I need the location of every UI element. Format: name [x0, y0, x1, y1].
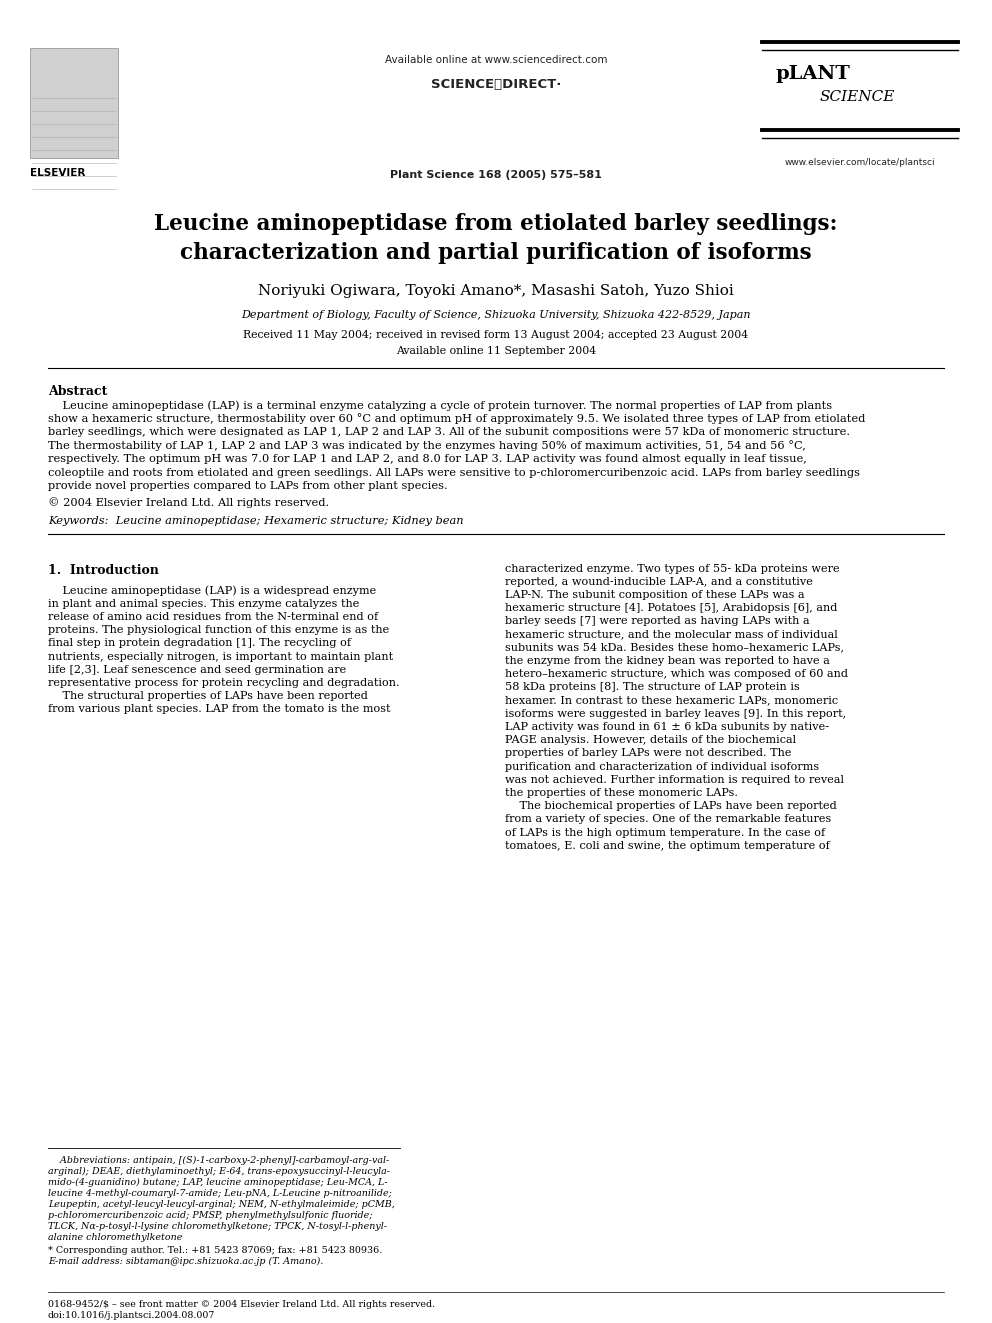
Text: barley seedlings, which were designated as LAP 1, LAP 2 and LAP 3. All of the su: barley seedlings, which were designated …: [48, 427, 850, 437]
Text: isoforms were suggested in barley leaves [9]. In this report,: isoforms were suggested in barley leaves…: [505, 709, 846, 718]
Text: © 2004 Elsevier Ireland Ltd. All rights reserved.: © 2004 Elsevier Ireland Ltd. All rights …: [48, 497, 329, 508]
Text: PAGE analysis. However, details of the biochemical: PAGE analysis. However, details of the b…: [505, 736, 797, 745]
Text: E-mail address: sibtaman@ipc.shizuoka.ac.jp (T. Amano).: E-mail address: sibtaman@ipc.shizuoka.ac…: [48, 1257, 323, 1266]
Text: SCIENCE: SCIENCE: [820, 90, 896, 105]
Text: The biochemical properties of LAPs have been reported: The biochemical properties of LAPs have …: [505, 802, 836, 811]
Text: pLANT: pLANT: [775, 65, 850, 83]
Text: 1.  Introduction: 1. Introduction: [48, 564, 159, 577]
Text: representative process for protein recycling and degradation.: representative process for protein recyc…: [48, 677, 400, 688]
Text: LAP-N. The subunit composition of these LAPs was a: LAP-N. The subunit composition of these …: [505, 590, 805, 599]
Text: release of amino acid residues from the N-terminal end of: release of amino acid residues from the …: [48, 613, 378, 622]
Text: Available online at www.sciencedirect.com: Available online at www.sciencedirect.co…: [385, 56, 607, 65]
Text: barley seeds [7] were reported as having LAPs with a: barley seeds [7] were reported as having…: [505, 617, 809, 626]
Text: 58 kDa proteins [8]. The structure of LAP protein is: 58 kDa proteins [8]. The structure of LA…: [505, 683, 800, 692]
Text: Plant Science 168 (2005) 575–581: Plant Science 168 (2005) 575–581: [390, 169, 602, 180]
Text: life [2,3]. Leaf senescence and seed germination are: life [2,3]. Leaf senescence and seed ger…: [48, 664, 346, 675]
Text: The thermostability of LAP 1, LAP 2 and LAP 3 was indicated by the enzymes havin: The thermostability of LAP 1, LAP 2 and …: [48, 441, 806, 451]
Text: the enzyme from the kidney bean was reported to have a: the enzyme from the kidney bean was repo…: [505, 656, 830, 665]
Text: tomatoes, E. coli and swine, the optimum temperature of: tomatoes, E. coli and swine, the optimum…: [505, 840, 829, 851]
Text: hexameric structure, and the molecular mass of individual: hexameric structure, and the molecular m…: [505, 630, 838, 639]
Text: hetero–hexameric structure, which was composed of 60 and: hetero–hexameric structure, which was co…: [505, 669, 848, 679]
Text: hexamer. In contrast to these hexameric LAPs, monomeric: hexamer. In contrast to these hexameric …: [505, 696, 838, 705]
Text: doi:10.1016/j.plantsci.2004.08.007: doi:10.1016/j.plantsci.2004.08.007: [48, 1311, 215, 1320]
Text: respectively. The optimum pH was 7.0 for LAP 1 and LAP 2, and 8.0 for LAP 3. LAP: respectively. The optimum pH was 7.0 for…: [48, 454, 806, 464]
Text: proteins. The physiological function of this enzyme is as the: proteins. The physiological function of …: [48, 624, 389, 635]
Text: ELSEVIER: ELSEVIER: [30, 168, 85, 179]
Text: SCIENCEⓓDIRECT·: SCIENCEⓓDIRECT·: [431, 78, 561, 91]
Text: provide novel properties compared to LAPs from other plant species.: provide novel properties compared to LAP…: [48, 482, 447, 491]
Text: mido-(4-guanidino) butane; LAP, leucine aminopeptidase; Leu-MCA, L-: mido-(4-guanidino) butane; LAP, leucine …: [48, 1177, 388, 1187]
Text: from a variety of species. One of the remarkable features: from a variety of species. One of the re…: [505, 814, 831, 824]
Text: arginal); DEAE, diethylaminoethyl; E-64, trans-epoxysuccinyl-l-leucyla-: arginal); DEAE, diethylaminoethyl; E-64,…: [48, 1167, 390, 1176]
Text: alanine chloromethylketone: alanine chloromethylketone: [48, 1233, 183, 1242]
Text: Leupeptin, acetyl-leucyl-leucyl-arginal; NEM, N-ethylmaleimide; pCMB,: Leupeptin, acetyl-leucyl-leucyl-arginal;…: [48, 1200, 395, 1209]
Text: Noriyuki Ogiwara, Toyoki Amano*, Masashi Satoh, Yuzo Shioi: Noriyuki Ogiwara, Toyoki Amano*, Masashi…: [258, 284, 734, 298]
Text: leucine 4-methyl-coumaryl-7-amide; Leu-pNA, L-Leucine p-nitroanilide;: leucine 4-methyl-coumaryl-7-amide; Leu-p…: [48, 1189, 392, 1199]
Text: subunits was 54 kDa. Besides these homo–hexameric LAPs,: subunits was 54 kDa. Besides these homo–…: [505, 643, 844, 652]
Text: final step in protein degradation [1]. The recycling of: final step in protein degradation [1]. T…: [48, 638, 351, 648]
Text: properties of barley LAPs were not described. The: properties of barley LAPs were not descr…: [505, 749, 792, 758]
Text: * Corresponding author. Tel.: +81 5423 87069; fax: +81 5423 80936.: * Corresponding author. Tel.: +81 5423 8…: [48, 1246, 382, 1256]
Text: p-chloromercuribenzoic acid; PMSP, phenylmethylsulfonic fluoride;: p-chloromercuribenzoic acid; PMSP, pheny…: [48, 1211, 373, 1220]
Text: Abstract: Abstract: [48, 385, 107, 398]
Text: hexameric structure [4]. Potatoes [5], Arabidopsis [6], and: hexameric structure [4]. Potatoes [5], A…: [505, 603, 837, 613]
Text: Keywords:  Leucine aminopeptidase; Hexameric structure; Kidney bean: Keywords: Leucine aminopeptidase; Hexame…: [48, 516, 463, 525]
Text: Available online 11 September 2004: Available online 11 September 2004: [396, 347, 596, 356]
Bar: [30, 48, 118, 157]
Text: Abbreviations: antipain, [(S)-1-carboxy-2-phenyl]-carbamoyl-arg-val-: Abbreviations: antipain, [(S)-1-carboxy-…: [48, 1156, 389, 1166]
Text: Leucine aminopeptidase from etiolated barley seedlings:: Leucine aminopeptidase from etiolated ba…: [154, 213, 838, 235]
Text: LAP activity was found in 61 ± 6 kDa subunits by native-: LAP activity was found in 61 ± 6 kDa sub…: [505, 722, 829, 732]
Text: characterized enzyme. Two types of 55- kDa proteins were: characterized enzyme. Two types of 55- k…: [505, 564, 839, 573]
Text: the properties of these monomeric LAPs.: the properties of these monomeric LAPs.: [505, 789, 738, 798]
Text: of LAPs is the high optimum temperature. In the case of: of LAPs is the high optimum temperature.…: [505, 827, 825, 837]
Text: from various plant species. LAP from the tomato is the most: from various plant species. LAP from the…: [48, 704, 391, 714]
Text: Received 11 May 2004; received in revised form 13 August 2004; accepted 23 Augus: Received 11 May 2004; received in revise…: [243, 329, 749, 340]
Text: nutrients, especially nitrogen, is important to maintain plant: nutrients, especially nitrogen, is impor…: [48, 651, 393, 662]
Text: TLCK, Nα-p-tosyl-l-lysine chloromethylketone; TPCK, N-tosyl-l-phenyl-: TLCK, Nα-p-tosyl-l-lysine chloromethylke…: [48, 1222, 387, 1230]
Text: reported, a wound-inducible LAP-A, and a constitutive: reported, a wound-inducible LAP-A, and a…: [505, 577, 812, 586]
Text: Department of Biology, Faculty of Science, Shizuoka University, Shizuoka 422-852: Department of Biology, Faculty of Scienc…: [241, 310, 751, 320]
Text: Leucine aminopeptidase (LAP) is a widespread enzyme: Leucine aminopeptidase (LAP) is a widesp…: [48, 586, 376, 597]
Text: coleoptile and roots from etiolated and green seedlings. All LAPs were sensitive: coleoptile and roots from etiolated and …: [48, 467, 860, 478]
Text: 0168-9452/$ – see front matter © 2004 Elsevier Ireland Ltd. All rights reserved.: 0168-9452/$ – see front matter © 2004 El…: [48, 1301, 435, 1308]
Text: www.elsevier.com/locate/plantsci: www.elsevier.com/locate/plantsci: [785, 157, 935, 167]
Text: was not achieved. Further information is required to reveal: was not achieved. Further information is…: [505, 775, 844, 785]
Text: Leucine aminopeptidase (LAP) is a terminal enzyme catalyzing a cycle of protein : Leucine aminopeptidase (LAP) is a termin…: [48, 400, 832, 410]
Text: The structural properties of LAPs have been reported: The structural properties of LAPs have b…: [48, 691, 368, 701]
Text: show a hexameric structure, thermostability over 60 °C and optimum pH of approxi: show a hexameric structure, thermostabil…: [48, 414, 865, 425]
Text: characterization and partial purification of isoforms: characterization and partial purificatio…: [181, 242, 811, 265]
Text: in plant and animal species. This enzyme catalyzes the: in plant and animal species. This enzyme…: [48, 599, 359, 609]
Text: purification and characterization of individual isoforms: purification and characterization of ind…: [505, 762, 819, 771]
